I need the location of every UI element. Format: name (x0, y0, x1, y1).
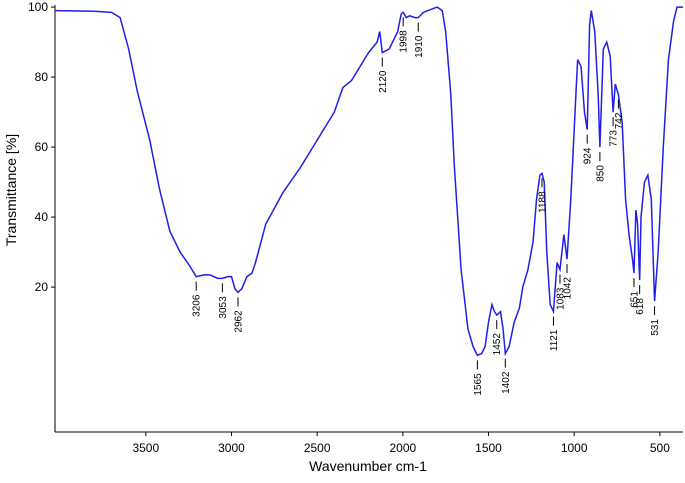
peak-label: 2120 (378, 70, 389, 93)
peak-label: 618 (635, 298, 646, 315)
peak-label: 531 (650, 319, 661, 336)
y-tick-label: 100 (28, 0, 48, 14)
peak-label: 1121 (549, 329, 560, 351)
y-tick-label: 40 (35, 210, 49, 224)
x-tick-label: 3000 (218, 441, 245, 455)
peak-label: 850 (595, 165, 606, 182)
x-tick-label: 1000 (561, 441, 588, 455)
y-tick-label: 60 (35, 140, 49, 154)
peak-label: 1998 (399, 30, 410, 53)
peak-label: 1083 (555, 287, 566, 310)
peak-label: 2962 (234, 310, 245, 333)
spectrum-line (54, 6, 683, 357)
x-tick-label: 500 (650, 441, 670, 455)
peak-label: 3053 (218, 296, 229, 319)
y-tick-label: 80 (35, 70, 49, 84)
peak-label: 773 (609, 130, 620, 147)
peak-label: 1565 (473, 373, 484, 396)
y-axis-title: Transmittance [%] (3, 134, 19, 246)
peak-label: 3206 (192, 294, 203, 317)
x-tick-label: 2500 (304, 441, 331, 455)
x-tick-label: 2000 (389, 441, 416, 455)
x-tick-label: 3500 (132, 441, 159, 455)
peak-label: 1452 (492, 333, 503, 356)
peak-label: 651 (629, 291, 640, 308)
peak-label: 1188 (537, 191, 548, 213)
peak-label: 1402 (501, 371, 512, 394)
peak-label: 742 (614, 112, 625, 129)
peak-label: 1042 (562, 277, 573, 300)
x-axis-title: Wavenumber cm-1 (309, 458, 427, 474)
peak-label: 1910 (414, 35, 425, 58)
y-tick-label: 20 (35, 280, 49, 294)
x-tick-label: 1500 (475, 441, 502, 455)
peak-label: 924 (583, 147, 594, 164)
